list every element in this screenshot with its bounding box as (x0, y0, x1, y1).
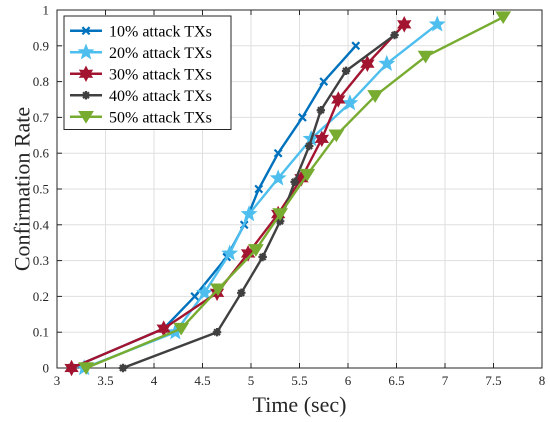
legend-label: 20% attack TXs (109, 45, 212, 62)
legend-label: 40% attack TXs (109, 88, 212, 105)
series-5 (78, 11, 512, 375)
legend: 10% attack TXs 20% attack TXs 30% attack T… (63, 15, 232, 130)
legend-item: 30% attack TXs (70, 65, 212, 83)
legend-item: 40% attack TXs (70, 88, 212, 105)
data-point (195, 283, 213, 301)
data-point (273, 148, 283, 158)
legend-marker (81, 26, 91, 36)
data-point (495, 11, 512, 25)
data-point (247, 244, 264, 257)
legend-label: 50% attack TXs (109, 109, 212, 126)
y-tick-label: 0.7 (33, 110, 50, 125)
data-point (299, 168, 316, 182)
legend-box (63, 15, 232, 130)
y-tick-label: 0.9 (33, 38, 49, 53)
series-lines (64, 11, 512, 377)
legend-items: 10% attack TXs 20% attack TXs 30% attack T… (70, 23, 212, 126)
data-point (316, 106, 326, 115)
data-point (328, 129, 345, 143)
x-axis-label: Time (sec) (253, 392, 347, 417)
y-tick-label: 1 (43, 3, 50, 18)
data-point (272, 208, 289, 221)
data-point (351, 41, 361, 51)
data-point (378, 54, 396, 71)
y-tick-label: 0.6 (33, 146, 50, 161)
legend-item: 20% attack TXs (70, 43, 212, 62)
legend-label: 10% attack TXs (109, 23, 212, 40)
data-point (269, 169, 287, 186)
legend-marker (81, 91, 91, 100)
data-point (390, 30, 399, 40)
data-point (341, 94, 359, 111)
x-tick-label: 3 (54, 373, 61, 388)
y-tick-label: 0.3 (33, 253, 49, 268)
legend-marker (77, 43, 95, 60)
data-point (275, 217, 285, 226)
data-point (173, 322, 190, 336)
data-point (240, 205, 258, 222)
legend-marker (78, 65, 94, 83)
data-point (190, 292, 200, 301)
data-point (212, 328, 222, 337)
data-point (290, 177, 299, 187)
data-point (254, 184, 264, 194)
series-line (71, 45, 357, 370)
data-point (417, 50, 434, 64)
data-point (397, 16, 412, 33)
legend-item: 50% attack TXs (70, 109, 212, 126)
data-point (298, 113, 307, 122)
x-tick-label: 7 (442, 373, 449, 388)
x-tick-label: 6 (345, 373, 352, 388)
data-point (428, 15, 446, 32)
series-line (83, 23, 438, 370)
data-point (210, 283, 226, 297)
legend-marker (78, 111, 94, 124)
data-point (319, 77, 329, 86)
x-tick-label: 6.5 (388, 373, 404, 388)
series-line (85, 16, 504, 370)
data-point (305, 141, 314, 151)
axis-ticks: 3 3.5 4 4.5 5 5.5 6 6.5 7 7.5 8 0 0.1 0.2 0.3 0.4 0.5 0.6… (33, 3, 546, 389)
x-tick-label: 7.5 (485, 373, 501, 388)
data-point (64, 359, 79, 377)
legend-label: 30% attack TXs (109, 66, 212, 83)
legend-item: 10% attack TXs (70, 23, 212, 40)
data-point (118, 363, 128, 373)
x-tick-label: 5.5 (291, 373, 307, 388)
data-point (314, 130, 330, 148)
y-tick-label: 0.5 (33, 182, 49, 197)
data-point (78, 362, 95, 375)
x-tick-label: 4 (151, 373, 158, 388)
data-point (237, 288, 246, 298)
y-tick-label: 0.8 (33, 74, 49, 89)
data-point (258, 252, 267, 262)
x-tick-label: 3.5 (97, 373, 113, 388)
y-tick-label: 0.4 (33, 217, 50, 232)
data-point (221, 244, 239, 261)
x-tick-label: 4.5 (194, 373, 210, 388)
data-point (367, 90, 384, 103)
x-tick-label: 8 (539, 373, 546, 388)
data-point (341, 66, 351, 76)
x-tick-label: 5 (248, 373, 255, 388)
y-tick-label: 0.1 (33, 325, 49, 340)
y-tick-label: 0 (43, 361, 50, 376)
data-point (331, 91, 346, 108)
y-tick-label: 0.2 (33, 289, 49, 304)
y-axis-label: Confirmation Rate (10, 107, 35, 271)
